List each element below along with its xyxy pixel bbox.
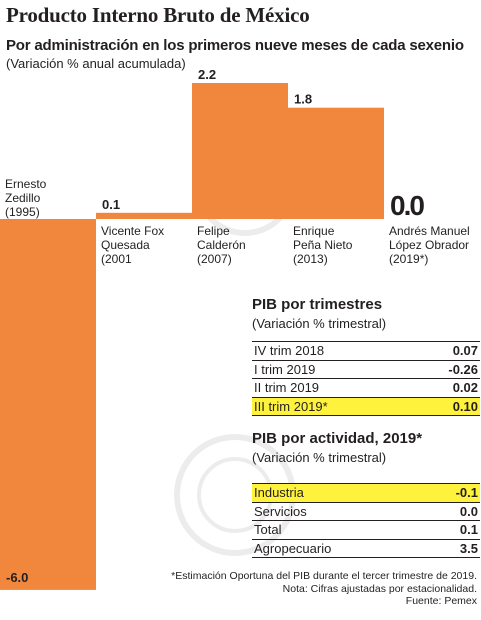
- quarters-note: (Variación % trimestral): [252, 316, 387, 331]
- activity-row-value: 3.5: [426, 539, 480, 558]
- activity-row: Industria -0.1: [252, 483, 480, 503]
- category-label: (2007): [197, 252, 232, 266]
- activity-row-label: Industria: [252, 483, 427, 503]
- quarter-row: III trim 2019* 0.10: [252, 397, 480, 416]
- quarter-row-label: IV trim 2018: [252, 341, 413, 361]
- quarters-table: IV trim 2018 0.07 I trim 2019 -0.26 II trim …: [252, 341, 480, 416]
- category-label: (1995): [5, 205, 40, 219]
- category-label: Ernesto: [5, 177, 47, 191]
- quarter-row-value: 0.07: [412, 341, 480, 361]
- footer-line: Nota: Cifras ajustadas por estacionalida…: [282, 582, 477, 595]
- chart-title: Producto Interno Bruto de México: [6, 3, 310, 27]
- category-label: (2013): [293, 252, 328, 266]
- category-label: (2019*): [389, 252, 428, 266]
- quarter-row-label: III trim 2019*: [252, 397, 413, 416]
- footer-line: Fuente: Pemex: [405, 595, 477, 607]
- quarter-row-value: 0.10: [412, 397, 480, 416]
- category-label: Felipe: [197, 224, 230, 238]
- activity-row-value: -0.1: [426, 483, 480, 503]
- activity-row-label: Agropecuario: [252, 539, 427, 558]
- activity-table: Industria -0.1 Servicios 0.0 Total 0.1 Agropec…: [252, 483, 480, 558]
- category-label: Andrés Manuel: [389, 224, 470, 238]
- value-label: -6.0: [6, 570, 28, 585]
- quarter-row-label: I trim 2019: [252, 360, 413, 379]
- category-label: López Obrador: [389, 238, 469, 252]
- activity-row: Agropecuario 3.5: [252, 539, 480, 558]
- category-label: (2001: [101, 252, 132, 266]
- category-label: Quesada: [101, 238, 150, 252]
- activity-row-label: Total: [252, 520, 427, 540]
- value-label: 2.2: [198, 67, 216, 82]
- value-label: 0.0: [390, 190, 424, 221]
- chart-note: (Variación % anual acumulada): [6, 56, 186, 71]
- footer: *Estimación Oportuna del PIB durante el …: [171, 570, 477, 608]
- activity-row: Total 0.1: [252, 520, 480, 540]
- category-label: Calderón: [197, 238, 246, 252]
- quarter-row-value: -0.26: [412, 360, 480, 379]
- quarter-row: II trim 2019 0.02: [252, 378, 480, 398]
- category-label: Vicente Fox: [101, 224, 164, 238]
- activity-row: Servicios 0.0: [252, 502, 480, 521]
- activity-title: PIB por actividad, 2019*: [252, 430, 423, 447]
- activity-panel: PIB por actividad, 2019* (Variación % tr…: [252, 430, 480, 558]
- quarters-title: PIB por trimestres: [252, 296, 383, 313]
- category-label: Zedillo: [5, 191, 41, 205]
- value-label: 0.1: [102, 197, 120, 212]
- category-label: Peña Nieto: [293, 238, 353, 252]
- activity-note: (Variación % trimestral): [252, 450, 387, 465]
- bar: [0, 219, 96, 590]
- bar: [96, 212, 192, 219]
- chart-subtitle: Por administración en los primeros nueve…: [6, 37, 464, 54]
- quarter-row-label: II trim 2019: [252, 378, 413, 398]
- quarter-row-value: 0.02: [412, 378, 480, 398]
- footer-line: *Estimación Oportuna del PIB durante el …: [171, 570, 477, 582]
- quarters-panel: PIB por trimestres (Variación % trimestr…: [252, 296, 480, 416]
- category-label: Enrique: [293, 224, 335, 238]
- activity-row-value: 0.1: [426, 520, 480, 540]
- quarter-row: I trim 2019 -0.26: [252, 360, 480, 379]
- quarter-row: IV trim 2018 0.07: [252, 341, 480, 361]
- activity-row-label: Servicios: [252, 502, 427, 521]
- bar: [192, 83, 288, 219]
- activity-row-value: 0.0: [426, 502, 480, 521]
- value-label: 1.8: [294, 92, 312, 107]
- bar: [288, 107, 384, 219]
